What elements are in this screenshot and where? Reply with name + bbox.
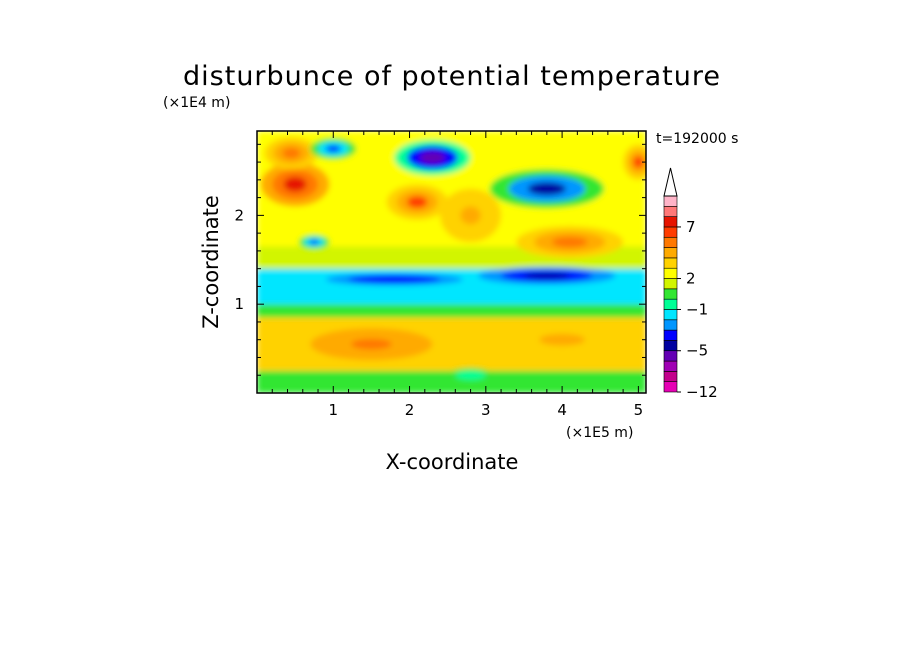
heatmap-field — [257, 131, 646, 393]
colorbar-swatch — [663, 236, 678, 248]
field-feature-4 — [489, 169, 605, 209]
colorbar-tick-label: −12 — [686, 383, 718, 401]
field-feature-7 — [298, 234, 330, 250]
x-axis-title: X-coordinate — [386, 450, 519, 474]
field-feature-0 — [260, 162, 330, 207]
colorbar-swatch — [663, 371, 678, 382]
axis-ticks: 1 2 3 4 5 1 2 — [234, 131, 646, 419]
x-unit-label: (×1E5 m) — [566, 425, 633, 441]
colorbar-swatch — [663, 350, 678, 362]
colorbar-swatch — [663, 319, 678, 331]
colorbar-swatch — [663, 257, 678, 269]
colorbar-tick-label: 2 — [686, 270, 696, 288]
field-feature-8 — [325, 273, 463, 286]
field-feature-3 — [623, 144, 646, 180]
field-feature-9 — [478, 266, 616, 285]
colorbar-swatch — [663, 267, 678, 279]
colorbar-swatch — [663, 278, 678, 290]
colorbar-swatch — [663, 195, 678, 207]
y-tick-label: 2 — [234, 206, 244, 224]
y-axis-title: Z-coordinate — [199, 195, 223, 329]
colorbar-swatch — [663, 309, 678, 321]
colorbar-swatch — [663, 340, 678, 352]
field-feature-6 — [310, 138, 357, 160]
time-label: t=192000 s — [656, 131, 738, 147]
field-feature-2 — [264, 137, 319, 170]
field-layer-2 — [257, 304, 646, 318]
colorbar-swatch — [663, 206, 678, 217]
field-feature-14 — [447, 368, 494, 383]
colorbar: 7 2 −1 −5 −12 — [663, 167, 718, 401]
colorbar-tick-label: −5 — [686, 342, 708, 360]
field-feature-5 — [394, 139, 471, 176]
colorbar-tick-label: −1 — [686, 300, 708, 318]
field-feature-13 — [493, 321, 631, 358]
x-tick-label: 5 — [634, 401, 644, 419]
field-feature-1 — [386, 184, 448, 220]
field-layer-0 — [257, 370, 646, 393]
x-tick-label: 3 — [481, 401, 491, 419]
colorbar-swatch — [663, 288, 678, 300]
colorbar-swatch — [663, 226, 678, 238]
colorbar-swatch — [663, 298, 678, 310]
colorbar-swatch — [663, 247, 678, 259]
colorbar-swatch — [663, 329, 678, 341]
colorbar-swatch — [663, 216, 678, 228]
plot-frame — [256, 130, 647, 394]
field-feature-10 — [516, 226, 624, 259]
y-tick-label: 1 — [234, 295, 244, 313]
x-tick-label: 1 — [329, 401, 339, 419]
x-tick-label: 4 — [557, 401, 567, 419]
y-unit-label: (×1E4 m) — [163, 95, 230, 111]
colorbar-extend-arrow — [663, 167, 678, 197]
field-feature-11 — [440, 188, 502, 243]
colorbar-swatch — [663, 360, 678, 372]
x-tick-label: 2 — [405, 401, 415, 419]
colorbar-tick-label: 7 — [686, 218, 696, 236]
colorbar-swatch — [663, 381, 678, 393]
chart-title: disturbunce of potential temperature — [183, 61, 721, 92]
field-feature-12 — [310, 328, 433, 361]
